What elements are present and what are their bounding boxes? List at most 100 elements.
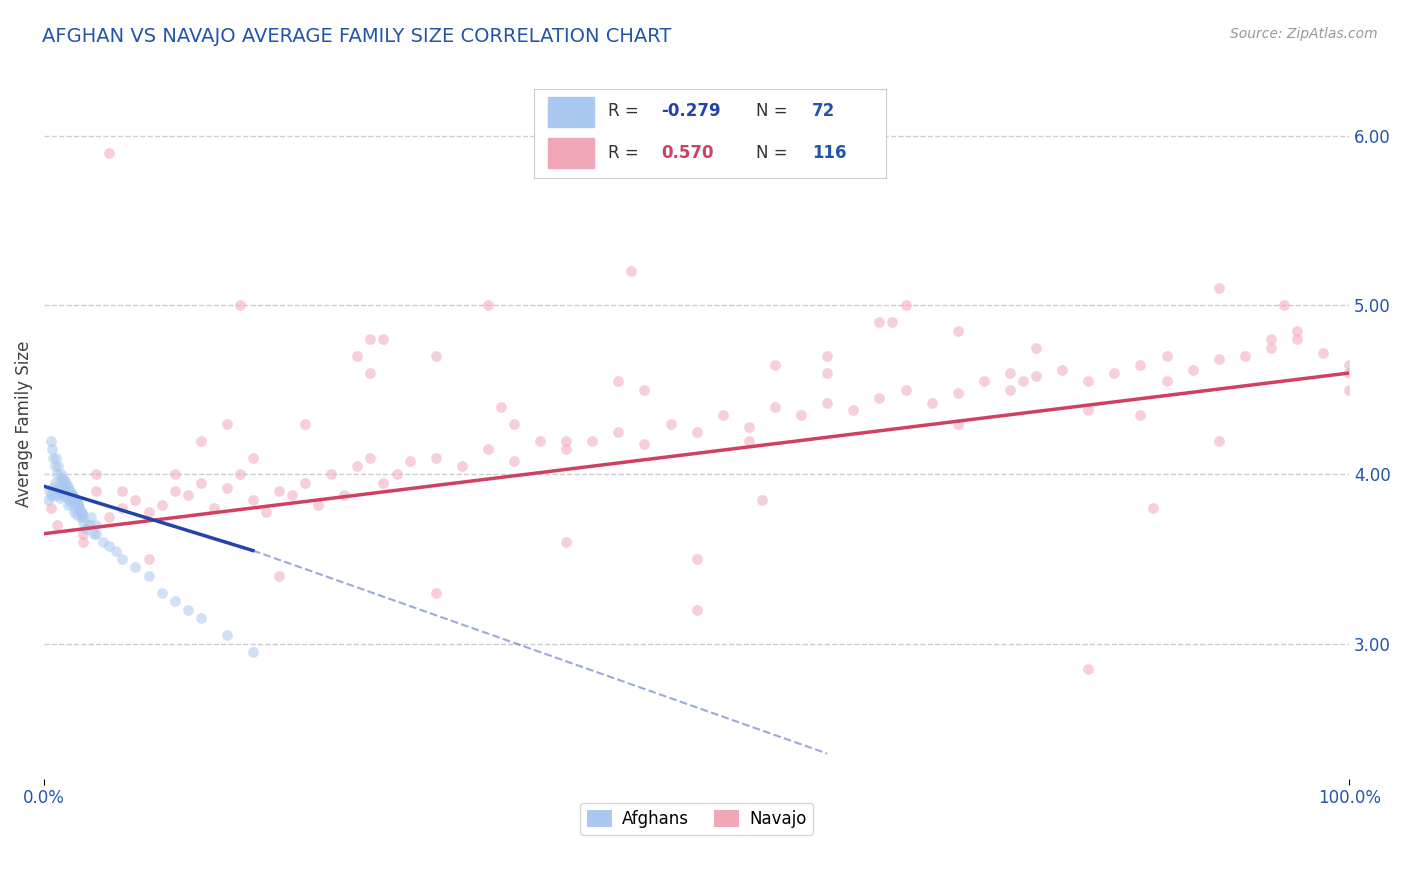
Text: 116: 116 <box>813 145 846 162</box>
Point <box>346 458 368 473</box>
Point <box>503 454 526 468</box>
Point <box>65 492 87 507</box>
Point <box>42 490 65 504</box>
Point <box>49 486 72 500</box>
Text: AFGHAN VS NAVAJO AVERAGE FAMILY SIZE CORRELATION CHART: AFGHAN VS NAVAJO AVERAGE FAMILY SIZE COR… <box>42 27 672 45</box>
Point <box>450 458 472 473</box>
Point <box>1181 362 1204 376</box>
Point <box>1156 375 1178 389</box>
Point <box>998 366 1021 380</box>
Point <box>63 492 86 507</box>
Point <box>281 488 304 502</box>
Point <box>894 383 917 397</box>
Point <box>67 496 90 510</box>
Bar <box>548 97 593 127</box>
Point <box>1339 358 1361 372</box>
Text: N =: N = <box>756 103 793 120</box>
Point <box>138 552 160 566</box>
Text: R =: R = <box>609 145 644 162</box>
Point <box>46 467 69 482</box>
Point <box>202 501 225 516</box>
Point <box>1129 409 1152 423</box>
Point <box>80 509 103 524</box>
Point <box>176 603 198 617</box>
Point <box>398 454 420 468</box>
Point <box>1208 281 1230 295</box>
Point <box>815 366 838 380</box>
Point <box>477 298 499 312</box>
Point <box>1142 501 1164 516</box>
Point <box>1104 366 1126 380</box>
Point <box>254 505 277 519</box>
Point <box>229 298 252 312</box>
Point <box>111 501 134 516</box>
Point <box>60 488 83 502</box>
Point <box>72 535 94 549</box>
Point <box>529 434 551 448</box>
Point <box>1260 332 1282 346</box>
Point <box>425 586 447 600</box>
Point <box>41 442 63 456</box>
Point <box>41 481 63 495</box>
Point <box>267 569 290 583</box>
Point <box>58 483 80 497</box>
Point <box>555 434 578 448</box>
Point <box>66 496 89 510</box>
Point <box>1339 366 1361 380</box>
Point <box>751 492 773 507</box>
Point <box>267 484 290 499</box>
Point <box>1025 341 1047 355</box>
Point <box>1260 341 1282 355</box>
Point <box>163 467 186 482</box>
Point <box>163 594 186 608</box>
Y-axis label: Average Family Size: Average Family Size <box>15 341 32 507</box>
Point <box>1050 362 1073 376</box>
Point <box>55 488 77 502</box>
Point <box>1233 349 1256 363</box>
Point <box>86 484 108 499</box>
Point <box>763 358 786 372</box>
Point <box>69 509 91 524</box>
Point <box>738 420 761 434</box>
Point <box>294 475 316 490</box>
Point <box>42 450 65 465</box>
Point <box>104 543 127 558</box>
Point <box>815 396 838 410</box>
Point <box>215 628 238 642</box>
Point <box>98 509 121 524</box>
Text: 0.570: 0.570 <box>661 145 713 162</box>
Point <box>49 491 72 505</box>
Point <box>633 383 655 397</box>
Point <box>72 526 94 541</box>
Point <box>946 417 969 431</box>
Point <box>425 349 447 363</box>
Point <box>738 434 761 448</box>
Point <box>51 471 73 485</box>
Point <box>45 450 67 465</box>
Point <box>55 477 77 491</box>
Point <box>946 386 969 401</box>
Text: R =: R = <box>609 103 644 120</box>
Point <box>51 479 73 493</box>
Point <box>882 315 904 329</box>
Point <box>49 467 72 482</box>
Point <box>190 611 212 625</box>
Point <box>242 645 264 659</box>
Point <box>66 508 89 522</box>
Point <box>62 488 84 502</box>
Point <box>70 507 93 521</box>
Point <box>72 515 94 529</box>
Point <box>373 475 395 490</box>
Point <box>607 425 630 440</box>
Point <box>1012 375 1035 389</box>
Text: Source: ZipAtlas.com: Source: ZipAtlas.com <box>1230 27 1378 41</box>
Point <box>59 492 82 507</box>
Point <box>333 488 356 502</box>
Point <box>555 442 578 456</box>
Point <box>190 434 212 448</box>
Point <box>633 437 655 451</box>
Point <box>48 481 70 495</box>
Point <box>67 501 90 516</box>
Point <box>359 450 381 465</box>
Point <box>307 498 329 512</box>
